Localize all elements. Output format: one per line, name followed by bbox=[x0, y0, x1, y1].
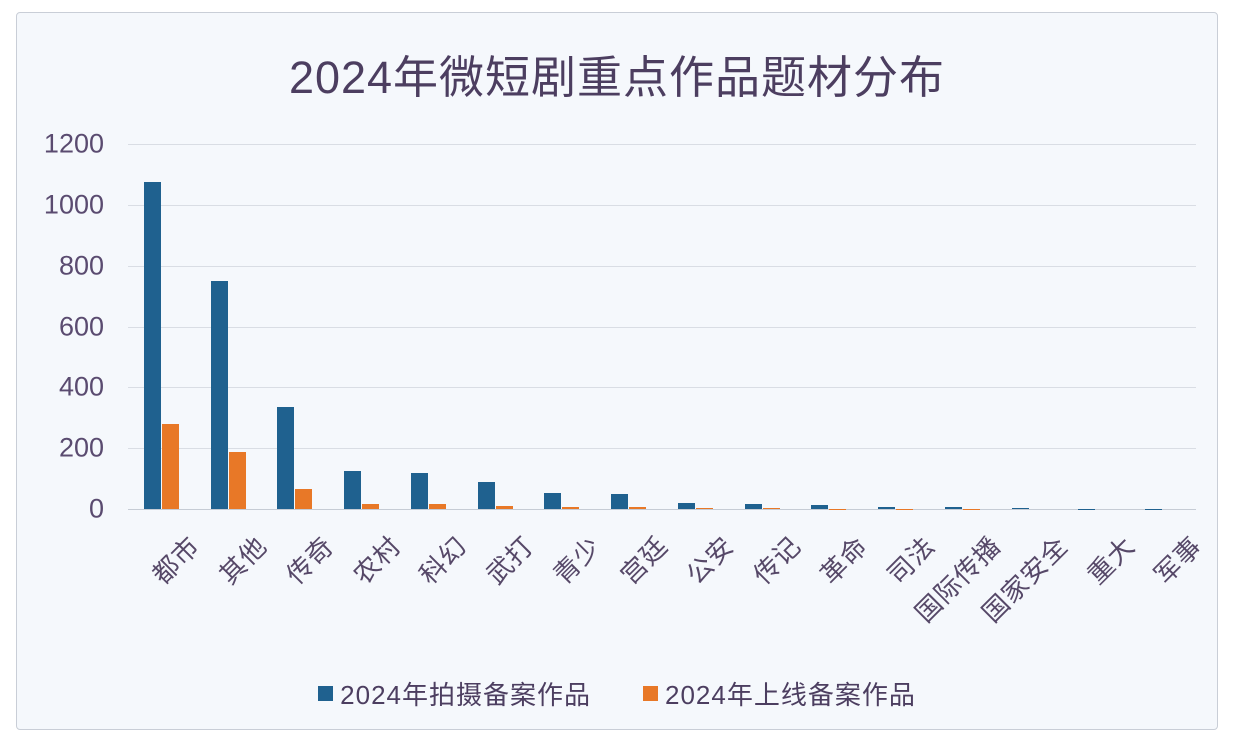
bar-group bbox=[862, 144, 929, 509]
x-label-slot: 其他 bbox=[195, 519, 272, 659]
x-label-slot: 革命 bbox=[796, 519, 873, 659]
bar-group bbox=[595, 144, 662, 509]
bar-group bbox=[328, 144, 395, 509]
bar bbox=[544, 492, 562, 509]
plot-area: 0 200 400 600 800 1000 1200 bbox=[44, 130, 1196, 522]
x-label-slot: 军事 bbox=[1129, 519, 1207, 659]
bar bbox=[878, 507, 896, 509]
bars-layer bbox=[128, 144, 1196, 509]
y-tick-label: 0 bbox=[88, 493, 104, 524]
bar bbox=[143, 182, 161, 509]
bar-group bbox=[662, 144, 729, 509]
bar bbox=[762, 508, 780, 509]
y-tick-label: 800 bbox=[58, 250, 104, 281]
bar-group bbox=[529, 144, 596, 509]
bar bbox=[695, 508, 713, 509]
x-label-slot: 农村 bbox=[328, 519, 406, 659]
y-tick-label: 400 bbox=[58, 371, 104, 402]
x-label-slot: 宫廷 bbox=[595, 519, 673, 659]
x-axis-line bbox=[128, 509, 1196, 510]
x-label-slot: 传记 bbox=[729, 519, 806, 659]
bar bbox=[611, 494, 629, 509]
bar-group bbox=[996, 144, 1063, 509]
bar-group bbox=[1063, 144, 1130, 509]
gridline bbox=[128, 144, 1196, 145]
bar-group bbox=[929, 144, 996, 509]
gridline bbox=[128, 387, 1196, 389]
bar bbox=[562, 506, 580, 509]
legend-swatch bbox=[318, 686, 334, 701]
bar bbox=[811, 505, 829, 509]
chart-panel: 2024年微短剧重点作品题材分布 0 200 400 600 800 1000 1200 都… bbox=[16, 12, 1218, 730]
y-tick-label: 200 bbox=[58, 432, 104, 463]
x-label-slot: 国家安全 bbox=[976, 519, 1074, 659]
bar bbox=[295, 488, 313, 509]
bar bbox=[362, 504, 380, 509]
y-tick-label: 1000 bbox=[43, 189, 104, 220]
bar-group bbox=[128, 144, 195, 509]
x-label-slot: 传奇 bbox=[262, 519, 339, 659]
chart-title: 2024年微短剧重点作品题材分布 bbox=[288, 52, 946, 103]
bar bbox=[410, 472, 428, 509]
x-axis-labels: 都市 其他 传奇 农村 科幻 武打 青少 宫廷 公安 传记 革命 司法 国际传播 国家安全 重大 军事 bbox=[128, 519, 1208, 659]
x-label-slot: 公安 bbox=[662, 519, 740, 659]
bar-group bbox=[395, 144, 462, 509]
bar-group bbox=[195, 144, 262, 509]
legend: 2024年拍摄备案作品 2024年上线备案作品 bbox=[17, 675, 1217, 712]
y-tick-label: 1200 bbox=[43, 128, 104, 159]
x-label-slot: 武打 bbox=[462, 519, 539, 659]
bar bbox=[344, 470, 362, 509]
bar bbox=[228, 452, 246, 509]
bar bbox=[495, 506, 513, 509]
bar bbox=[744, 504, 762, 509]
legend-label: 2024年拍摄备案作品 bbox=[340, 680, 591, 710]
bar-group bbox=[262, 144, 329, 509]
bar bbox=[677, 502, 695, 509]
gridline bbox=[128, 448, 1196, 450]
x-label-slot: 重大 bbox=[1063, 519, 1140, 659]
legend-swatch bbox=[643, 686, 658, 701]
legend-item: 2024年上线备案作品 bbox=[643, 675, 916, 712]
gridline bbox=[128, 265, 1196, 267]
bar bbox=[629, 506, 647, 509]
x-tick-label: 军事 bbox=[1147, 530, 1208, 590]
gridline bbox=[128, 326, 1196, 328]
bar-group bbox=[462, 144, 529, 509]
bar-group bbox=[1129, 144, 1196, 509]
x-label-slot: 都市 bbox=[128, 519, 206, 659]
bar-group bbox=[729, 144, 796, 509]
x-label-slot: 青少 bbox=[529, 519, 606, 659]
legend-label: 2024年上线备案作品 bbox=[665, 680, 916, 710]
bar bbox=[1011, 508, 1029, 509]
legend-item: 2024年拍摄备案作品 bbox=[318, 675, 591, 712]
bar bbox=[210, 281, 228, 509]
bar-group bbox=[796, 144, 863, 509]
bar bbox=[477, 481, 495, 509]
gridline bbox=[128, 204, 1196, 206]
x-label-slot: 科幻 bbox=[395, 519, 473, 659]
y-tick-label: 600 bbox=[58, 311, 104, 341]
bar bbox=[277, 407, 295, 509]
bar bbox=[161, 423, 179, 509]
bar bbox=[428, 504, 446, 509]
bar bbox=[944, 507, 962, 509]
